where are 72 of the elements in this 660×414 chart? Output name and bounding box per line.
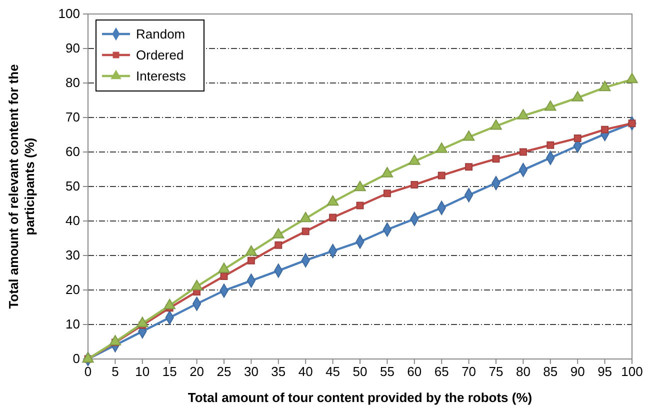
x-tick-label: 50 — [352, 364, 368, 380]
legend-label: Interests — [136, 68, 186, 84]
y-tick-label: 80 — [66, 75, 80, 90]
point — [544, 100, 556, 111]
point — [408, 154, 420, 165]
point — [490, 119, 502, 130]
point — [302, 228, 310, 236]
point — [190, 280, 203, 290]
point — [82, 352, 94, 363]
point — [517, 109, 530, 120]
x-tick-label: 0 — [84, 364, 92, 380]
x-tick-label: 90 — [570, 364, 585, 380]
x-tick-label: 100 — [621, 364, 643, 380]
point — [329, 214, 337, 222]
x-tick-label: 15 — [162, 364, 177, 380]
point — [356, 202, 364, 210]
y-tick-label: 30 — [66, 248, 80, 263]
point — [300, 212, 312, 222]
point — [601, 126, 609, 134]
legend-label: Ordered — [136, 48, 184, 62]
x-tick-label: 35 — [271, 364, 286, 380]
point — [438, 172, 446, 180]
point — [492, 155, 500, 163]
point — [164, 298, 176, 310]
x-tick-label: 45 — [326, 364, 340, 380]
x-tick-label: 40 — [298, 364, 313, 380]
point — [109, 335, 122, 346]
point — [274, 241, 282, 249]
point — [381, 167, 394, 178]
point — [247, 256, 255, 264]
point — [383, 190, 391, 198]
x-tick-label: 70 — [462, 364, 476, 380]
x-tick-label: 85 — [543, 364, 558, 380]
x-axis-title: Total amount of tour content provided by the robots (%) — [188, 390, 532, 405]
point — [546, 141, 554, 149]
point — [218, 262, 230, 273]
x-tick-label: 5 — [112, 364, 119, 380]
point — [462, 130, 475, 141]
x-tick-label: 95 — [598, 364, 612, 380]
x-tick-label: 75 — [488, 364, 504, 380]
y-tick-label: 70 — [66, 110, 80, 125]
point — [574, 134, 582, 142]
y-tick-label: 10 — [66, 316, 80, 332]
x-tick-label: 55 — [380, 364, 394, 380]
point — [465, 163, 473, 171]
y-tick-label: 50 — [66, 178, 80, 194]
point — [354, 180, 366, 192]
point — [272, 228, 284, 238]
y-tick-label: 0 — [72, 351, 80, 366]
point — [626, 72, 638, 84]
y-tick-label: 20 — [66, 282, 80, 298]
point — [326, 195, 339, 206]
x-tick-label: 65 — [434, 364, 449, 380]
x-tick-label: 80 — [516, 364, 530, 380]
point — [436, 142, 448, 153]
y-tick-label: 40 — [66, 213, 80, 228]
y-axis-title: Total amount of relevant content for the participants (%) — [6, 64, 37, 309]
x-tick-label: 60 — [407, 364, 422, 380]
y-tick-label: 100 — [58, 6, 80, 22]
y-tick-label: 60 — [66, 144, 80, 160]
point — [572, 91, 584, 102]
y-tick-label: 90 — [66, 40, 80, 56]
point — [410, 181, 418, 189]
legend-label: Random — [136, 26, 186, 42]
x-tick-label: 30 — [244, 364, 258, 380]
x-tick-label: 10 — [135, 364, 150, 380]
point — [136, 316, 148, 328]
point — [245, 245, 258, 256]
x-tick-label: 20 — [190, 364, 204, 380]
point — [519, 148, 527, 156]
point — [598, 80, 611, 92]
x-tick-label: 25 — [216, 364, 232, 380]
